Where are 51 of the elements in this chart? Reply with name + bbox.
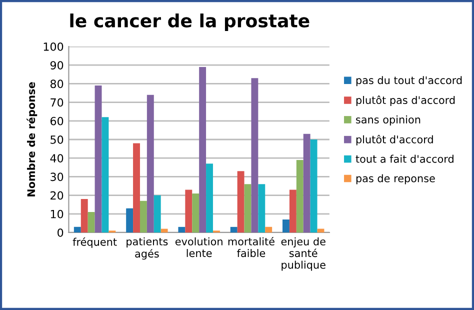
y-tick-label: 60 xyxy=(50,116,64,126)
y-tick-label: 40 xyxy=(50,154,64,162)
bar xyxy=(289,190,296,232)
y-tick-label: 30 xyxy=(50,172,64,182)
x-tick-label: fréquent xyxy=(72,237,117,248)
x-tick-label: mortalité faible xyxy=(228,236,274,258)
bar xyxy=(310,140,318,232)
bar xyxy=(230,226,238,232)
x-tick-label: enjeu de santé publique xyxy=(281,237,326,271)
bar xyxy=(282,219,290,232)
x-tick-label: evolution lente xyxy=(175,237,222,258)
y-tick-label: 70 xyxy=(50,98,64,107)
bar xyxy=(102,117,109,232)
legend-label: tout a fait d'accord xyxy=(356,154,454,163)
bar xyxy=(74,226,81,232)
y-tick-label: 10 xyxy=(50,210,64,218)
y-tick-label: 90 xyxy=(50,61,64,70)
y-tick-label: 20 xyxy=(50,191,64,200)
bar xyxy=(154,195,161,232)
bar xyxy=(303,134,310,232)
x-tick-label: patients agés xyxy=(126,237,168,260)
bar xyxy=(140,200,147,232)
bar xyxy=(206,164,213,232)
y-tick-label: 80 xyxy=(50,80,64,88)
legend-label: pas du tout d'accord xyxy=(356,76,462,86)
bar xyxy=(192,193,200,232)
bar xyxy=(178,226,186,232)
bar xyxy=(199,66,206,232)
bar xyxy=(258,184,266,232)
bar xyxy=(133,143,140,232)
bar xyxy=(251,78,258,232)
bar xyxy=(265,226,272,232)
bar xyxy=(88,212,95,232)
bar xyxy=(237,171,244,232)
legend-label: pas de reponse xyxy=(356,174,435,184)
y-tick-label: 100 xyxy=(44,42,64,51)
y-tick-label: 50 xyxy=(50,135,64,144)
y-axis-title: Nombre de réponse xyxy=(26,82,38,196)
legend-label: plutôt pas d'accord xyxy=(356,96,455,106)
bar xyxy=(185,190,192,232)
chart-title: le cancer de la prostate xyxy=(70,14,310,31)
legend-label: plutôt d'accord xyxy=(356,134,433,146)
bar xyxy=(296,160,304,232)
y-tick-label: 0 xyxy=(58,228,64,237)
bar xyxy=(80,199,88,232)
bar xyxy=(160,228,168,232)
bar xyxy=(126,208,134,232)
legend-label: sans opinion xyxy=(356,115,420,126)
bar xyxy=(146,94,154,232)
bar xyxy=(244,184,252,232)
bar xyxy=(94,86,102,232)
